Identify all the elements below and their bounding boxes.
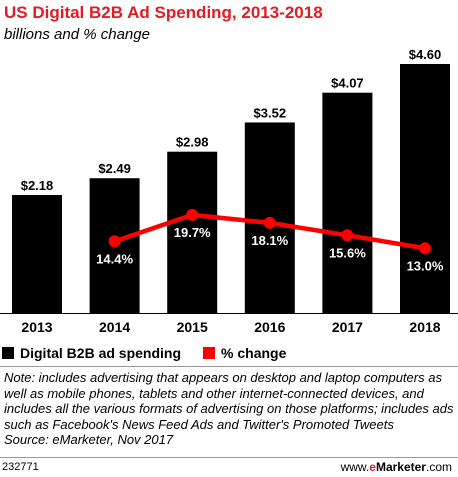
- divider-top: [0, 366, 458, 367]
- bar-2015: [167, 151, 218, 313]
- bar-2013: [12, 194, 62, 313]
- bar-label-2015: $2.98: [176, 135, 209, 150]
- chart-subtitle: billions and % change: [4, 26, 150, 43]
- chart-note: Note: includes advertising that appears …: [4, 370, 456, 448]
- brand-e: e: [369, 460, 376, 474]
- x-tick-label-2016: 2016: [254, 319, 285, 335]
- x-tick-label-2018: 2018: [409, 319, 440, 335]
- change-point-2015: [186, 208, 199, 221]
- brand-suffix: .com: [425, 460, 452, 474]
- change-point-2017: [341, 229, 354, 242]
- bar-label-2014: $2.49: [98, 161, 131, 176]
- bar-2017: [322, 92, 373, 313]
- x-tick-label-2017: 2017: [332, 319, 363, 335]
- bar-2018: [400, 64, 450, 313]
- chart-id: 232771: [2, 461, 39, 473]
- note-source: Source: eMarketer, Nov 2017: [4, 432, 174, 447]
- legend-item-change: % change: [203, 345, 286, 361]
- note-text: Note: includes advertising that appears …: [4, 370, 454, 432]
- legend-swatch-spending: [2, 347, 14, 359]
- chart-legend: Digital B2B ad spending % change: [2, 344, 308, 362]
- x-tick-label-2015: 2015: [177, 319, 208, 335]
- bar-label-2016: $3.52: [254, 105, 287, 120]
- change-label-2017: 15.6%: [329, 245, 366, 260]
- x-tick-label-2014: 2014: [99, 319, 130, 335]
- brand-name: Marketer: [375, 460, 426, 474]
- change-point-2018: [419, 242, 431, 255]
- bar-label-2018: $4.60: [409, 47, 442, 62]
- legend-label-change: % change: [221, 345, 287, 361]
- legend-label-spending: Digital B2B ad spending: [20, 345, 182, 361]
- legend-swatch-change: [203, 347, 216, 359]
- brand-link[interactable]: www.eMarketer.com: [341, 460, 452, 474]
- chart-canvas: $2.18 $2.49 $2.98 $3.52 $4.07 $4.60 2013 2014 20…: [0, 47, 458, 335]
- x-tick-label-2013: 2013: [21, 319, 52, 335]
- bar-label-2013: $2.18: [21, 178, 54, 193]
- change-label-2014: 14.4%: [96, 251, 133, 266]
- brand-prefix: www.: [340, 460, 370, 474]
- change-point-2016: [263, 216, 276, 229]
- legend-item-spending: Digital B2B ad spending: [2, 345, 181, 361]
- change-label-2018: 13.0%: [407, 258, 444, 273]
- bar-label-2017: $4.07: [331, 76, 364, 91]
- chart-title: US Digital B2B Ad Spending, 2013-2018: [4, 3, 323, 22]
- divider-bottom: [0, 457, 458, 458]
- change-point-2014: [108, 235, 121, 248]
- change-label-2015: 19.7%: [174, 225, 211, 240]
- change-label-2016: 18.1%: [251, 233, 288, 248]
